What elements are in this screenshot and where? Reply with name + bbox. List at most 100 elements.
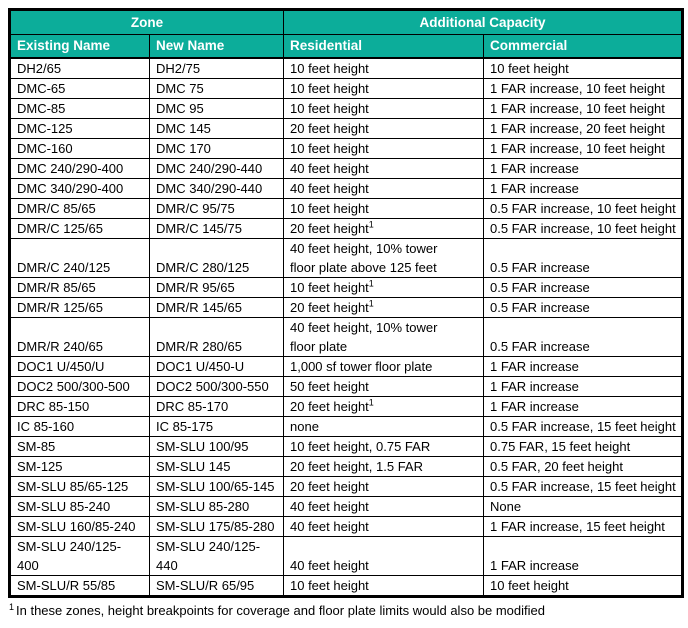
cell-commercial: 1 FAR increase, 10 feet height: [482, 138, 684, 159]
footnote: 1 In these zones, height breakpoints for …: [8, 598, 681, 619]
zoning-capacity-table: Zone Additional Capacity Existing Name N…: [8, 8, 685, 598]
table-row: DMR/R 240/65 DMR/R 280/65 40 feet height, …: [9, 317, 684, 357]
cell-existing: SM-SLU 240/125- 400: [9, 536, 150, 576]
cell-commercial: 1 FAR increase, 10 feet height: [482, 78, 684, 99]
cell-existing: DMR/C 240/125: [9, 238, 150, 278]
table-header: Zone Additional Capacity Existing Name N…: [9, 9, 684, 59]
cell-commercial: 0.5 FAR increase: [482, 277, 684, 298]
cell-residential: 50 feet height: [283, 376, 484, 397]
cell-commercial: 10 feet height: [482, 575, 684, 597]
cell-existing: DMR/C 85/65: [9, 198, 150, 219]
table-row: DH2/65 DH2/75 10 feet height 10 feet height: [9, 57, 684, 79]
cell-commercial: 1 FAR increase, 10 feet height: [482, 98, 684, 119]
cell-residential: 10 feet height: [283, 98, 484, 119]
column-header-commercial: Commercial: [482, 34, 684, 59]
cell-existing: SM-SLU 85-240: [9, 496, 150, 517]
cell-commercial: 0.5 FAR increase: [482, 238, 684, 278]
cell-residential: 40 feet height, 10% tower floor plate abo…: [283, 238, 484, 278]
cell-residential: 40 feet height: [283, 496, 484, 517]
cell-new: DRC 85-170: [149, 396, 284, 417]
table-row: DMC-65 DMC 75 10 feet height 1 FAR increase…: [9, 78, 684, 99]
table-row: SM-SLU/R 55/85 SM-SLU/R 65/95 10 feet heig…: [9, 575, 684, 597]
cell-existing: DMC 240/290-400: [9, 158, 150, 179]
cell-existing: DMC-85: [9, 98, 150, 119]
cell-commercial: 0.75 FAR, 15 feet height: [482, 436, 684, 457]
cell-existing: SM-SLU 85/65-125: [9, 476, 150, 497]
table-row: DRC 85-150 DRC 85-170 20 feet height1 1 FAR…: [9, 396, 684, 417]
cell-new: DMR/C 280/125: [149, 238, 284, 278]
cell-new: DMC 145: [149, 118, 284, 139]
cell-existing: DH2/65: [9, 57, 150, 79]
cell-commercial: 1 FAR increase: [482, 178, 684, 199]
cell-existing: DMC-65: [9, 78, 150, 99]
cell-existing: DMC 340/290-400: [9, 178, 150, 199]
table-group-header-row: Zone Additional Capacity: [9, 9, 684, 35]
table-row: DOC2 500/300-500 DOC2 500/300-550 50 feet …: [9, 376, 684, 397]
table-row: SM-SLU 240/125- 400 SM-SLU 240/125- 440 40 f…: [9, 536, 684, 576]
cell-commercial: None: [482, 496, 684, 517]
cell-commercial: 0.5 FAR increase, 15 feet height: [482, 416, 684, 437]
cell-new: DOC2 500/300-550: [149, 376, 284, 397]
cell-new: SM-SLU 100/95: [149, 436, 284, 457]
cell-existing: SM-SLU/R 55/85: [9, 575, 150, 597]
table-column-header-row: Existing Name New Name Residential Comme…: [9, 34, 684, 59]
cell-existing: DMR/R 240/65: [9, 317, 150, 357]
column-header-existing-name: Existing Name: [9, 34, 150, 59]
table-row: DMR/C 85/65 DMR/C 95/75 10 feet height 0.5 …: [9, 198, 684, 219]
cell-commercial: 0.5 FAR increase: [482, 297, 684, 318]
column-header-residential: Residential: [283, 34, 484, 59]
cell-new: DMR/R 95/65: [149, 277, 284, 298]
cell-new: SM-SLU/R 65/95: [149, 575, 284, 597]
table-row: DMR/C 240/125 DMR/C 280/125 40 feet height…: [9, 238, 684, 278]
cell-new: DMR/R 280/65: [149, 317, 284, 357]
footnote-text: In these zones, height breakpoints for c…: [16, 603, 545, 618]
cell-new: DMR/C 145/75: [149, 218, 284, 239]
cell-residential: 10 feet height: [283, 198, 484, 219]
cell-existing: DRC 85-150: [9, 396, 150, 417]
cell-new: DMR/C 95/75: [149, 198, 284, 219]
cell-existing: DMC-160: [9, 138, 150, 159]
table-row: DMR/R 85/65 DMR/R 95/65 10 feet height1 0.5…: [9, 277, 684, 298]
table-row: DMC-160 DMC 170 10 feet height 1 FAR increa…: [9, 138, 684, 159]
cell-existing: SM-125: [9, 456, 150, 477]
cell-residential: 10 feet height: [283, 78, 484, 99]
cell-residential: 10 feet height: [283, 575, 484, 597]
footnote-reference: 1: [368, 298, 374, 309]
cell-residential: 10 feet height1: [283, 277, 484, 298]
cell-new: DMC 340/290-440: [149, 178, 284, 199]
cell-new: DMC 170: [149, 138, 284, 159]
cell-new: IC 85-175: [149, 416, 284, 437]
cell-commercial: 10 feet height: [482, 57, 684, 79]
group-header-zone: Zone: [9, 9, 284, 35]
cell-residential: 20 feet height: [283, 476, 484, 497]
cell-residential: 10 feet height, 0.75 FAR: [283, 436, 484, 457]
cell-commercial: 1 FAR increase, 20 feet height: [482, 118, 684, 139]
cell-residential: 40 feet height: [283, 536, 484, 576]
cell-new: DMC 95: [149, 98, 284, 119]
cell-residential: 10 feet height: [283, 57, 484, 79]
cell-new: SM-SLU 240/125- 440: [149, 536, 284, 576]
cell-existing: IC 85-160: [9, 416, 150, 437]
cell-residential: 1,000 sf tower floor plate: [283, 356, 484, 377]
cell-existing: DMC-125: [9, 118, 150, 139]
cell-existing: DMR/R 85/65: [9, 277, 150, 298]
cell-existing: DMR/C 125/65: [9, 218, 150, 239]
cell-new: SM-SLU 145: [149, 456, 284, 477]
cell-residential: 40 feet height, 10% tower floor plate: [283, 317, 484, 357]
cell-commercial: 1 FAR increase: [482, 536, 684, 576]
cell-residential: 20 feet height1: [283, 297, 484, 318]
cell-existing: DOC1 U/450/U: [9, 356, 150, 377]
table-row: SM-85 SM-SLU 100/95 10 feet height, 0.75 F…: [9, 436, 684, 457]
footnote-reference: 1: [368, 219, 374, 230]
cell-new: SM-SLU 100/65-145: [149, 476, 284, 497]
table-body: DH2/65 DH2/75 10 feet height 10 feet height…: [9, 57, 684, 597]
table-row: SM-125 SM-SLU 145 20 feet height, 1.5 FAR 0…: [9, 456, 684, 477]
cell-commercial: 1 FAR increase, 15 feet height: [482, 516, 684, 537]
cell-commercial: 0.5 FAR increase, 10 feet height: [482, 198, 684, 219]
cell-new: SM-SLU 175/85-280: [149, 516, 284, 537]
cell-new: DOC1 U/450-U: [149, 356, 284, 377]
cell-existing: DMR/R 125/65: [9, 297, 150, 318]
cell-commercial: 1 FAR increase: [482, 376, 684, 397]
cell-existing: DOC2 500/300-500: [9, 376, 150, 397]
